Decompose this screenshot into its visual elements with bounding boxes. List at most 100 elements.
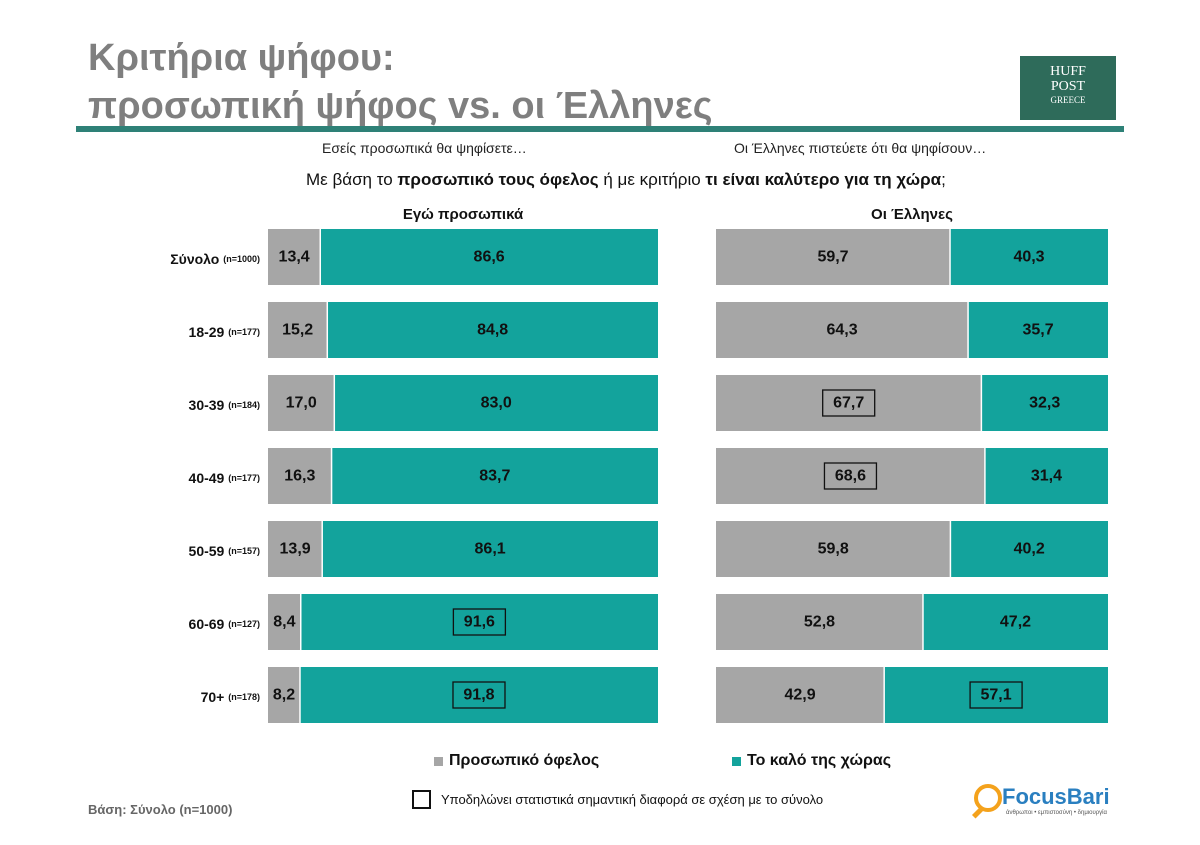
left-bar-personal <box>268 667 300 723</box>
question-part-2: ή με κριτήριο <box>598 170 706 189</box>
left-bar-personal <box>268 375 335 431</box>
page-title: Κριτήρια ψήφου: προσωπική ψήφος vs. οι Έ… <box>88 34 713 130</box>
left-label-country: 83,0 <box>481 395 512 412</box>
left-label-personal: 13,4 <box>279 249 310 266</box>
right-label-personal: 59,8 <box>818 541 849 558</box>
right-label-country: 40,3 <box>1013 249 1044 266</box>
right-bar-country <box>984 448 1108 504</box>
legend-label-personal: Προσωπικό όφελος <box>449 752 600 769</box>
right-bar-country <box>968 302 1108 358</box>
significance-box-icon <box>412 790 431 809</box>
logo-line-1: HUFF <box>1050 64 1086 79</box>
logo-line-2: POST <box>1050 79 1086 94</box>
magnifier-handle-icon <box>971 806 985 819</box>
legend-swatch-personal <box>434 756 443 766</box>
right-bar-country <box>950 521 1108 577</box>
significance-note-text: Υποδηλώνει στατιστικά σημαντική διαφορά … <box>441 792 824 807</box>
title-line-1: Κριτήρια ψήφου: <box>88 37 395 79</box>
focusbari-tagline: άνθρωποι • εμπιστοσύνη • δημιουργία <box>1006 810 1107 816</box>
left-bar-country <box>299 667 658 723</box>
category-label: 40-49 (n=177) <box>189 470 260 486</box>
right-subtitle: Οι Έλληνες πιστεύετε ότι θα ψηφίσουν… <box>734 140 987 156</box>
huffpost-logo: HUFF POST GREECE <box>1020 56 1116 120</box>
category-label: 50-59 (n=157) <box>189 543 260 559</box>
left-bar-country <box>320 229 658 285</box>
legend-label-country: Το καλό της χώρας <box>747 752 892 769</box>
left-label-country: 91,6 <box>464 614 495 631</box>
right-bar-personal <box>716 594 923 650</box>
right-label-country: 32,3 <box>1029 395 1060 412</box>
left-bar-personal <box>268 302 328 358</box>
right-bar-personal <box>716 667 885 723</box>
magnifier-icon <box>974 784 1002 812</box>
right-label-country-significance-box <box>969 681 1023 709</box>
right-label-country: 31,4 <box>1031 468 1062 485</box>
category-label: 18-29 (n=177) <box>189 324 260 340</box>
left-label-personal: 15,2 <box>282 322 313 339</box>
question-bold-2: τι είναι καλύτερο για τη χώρα <box>705 170 942 189</box>
left-label-country: 86,1 <box>475 541 506 558</box>
legend-item-personal: Προσωπικό όφελος <box>434 752 599 770</box>
question-text: Με βάση το προσωπικό τους όφελος ή με κρ… <box>306 170 946 190</box>
right-bar-personal <box>716 302 969 358</box>
right-bar-personal <box>716 229 951 285</box>
right-label-personal: 67,7 <box>833 395 864 412</box>
focusbari-logo: FocusBari άνθρωποι • εμπιστοσύνη • δημιο… <box>971 780 1122 820</box>
right-label-personal: 59,7 <box>817 249 848 266</box>
left-label-personal: 16,3 <box>284 468 315 485</box>
right-bar-personal <box>716 375 982 431</box>
left-subtitle: Εσείς προσωπικά θα ψηφίσετε… <box>322 140 527 156</box>
right-bar-country <box>981 375 1108 431</box>
logo-line-3: GREECE <box>1050 95 1086 105</box>
left-label-personal: 8,4 <box>273 614 295 631</box>
left-label-country: 86,6 <box>474 249 505 266</box>
right-label-personal: 64,3 <box>826 322 857 339</box>
left-label-country: 83,7 <box>479 468 510 485</box>
right-label-personal: 52,8 <box>804 614 835 631</box>
focusbari-name: FocusBari <box>1002 784 1110 809</box>
left-label-country-significance-box <box>452 681 506 709</box>
right-label-personal-significance-box <box>823 462 878 490</box>
significance-note: Υποδηλώνει στατιστικά σημαντική διαφορά … <box>412 790 823 809</box>
right-label-country: 57,1 <box>981 687 1012 704</box>
left-label-personal: 13,9 <box>280 541 311 558</box>
left-label-personal: 17,0 <box>286 395 317 412</box>
right-label-country: 40,2 <box>1014 541 1045 558</box>
category-label: 70+ (n=178) <box>201 689 260 705</box>
question-part-3: ; <box>941 170 946 189</box>
left-bar-country <box>300 594 658 650</box>
category-label: 30-39 (n=184) <box>189 397 260 413</box>
left-label-personal: 8,2 <box>273 687 295 704</box>
right-label-country: 47,2 <box>1000 614 1031 631</box>
left-label-country: 91,8 <box>463 687 494 704</box>
legend-swatch-country <box>732 756 741 766</box>
right-bar-personal <box>716 521 951 577</box>
left-bar-personal <box>268 229 321 285</box>
right-label-personal: 42,9 <box>785 687 816 704</box>
right-label-country: 35,7 <box>1022 322 1053 339</box>
right-label-personal-significance-box <box>822 389 876 417</box>
left-label-country: 84,8 <box>477 322 508 339</box>
right-bar-country <box>922 594 1108 650</box>
left-bar-country <box>322 521 658 577</box>
left-bar-personal <box>268 521 323 577</box>
title-divider <box>76 126 1124 132</box>
question-bold-1: προσωπικό τους όφελος <box>397 170 599 189</box>
right-bar-personal <box>716 448 985 504</box>
left-bar-personal <box>268 594 301 650</box>
title-line-2: προσωπική ψήφος vs. οι Έλληνες <box>88 85 713 127</box>
category-label: Σύνολο (n=1000) <box>170 251 260 267</box>
right-bar-country <box>884 667 1108 723</box>
left-bar-personal <box>268 448 332 504</box>
left-bar-country <box>334 375 658 431</box>
left-label-country-significance-box <box>452 608 507 636</box>
left-bar-country <box>327 302 658 358</box>
left-bar-country <box>331 448 658 504</box>
category-label: 60-69 (n=127) <box>189 616 260 632</box>
panel-title-right: Οι Έλληνες <box>871 206 953 223</box>
right-label-personal: 68,6 <box>835 468 866 485</box>
right-bar-country <box>950 229 1108 285</box>
panel-title-left: Εγώ προσωπικά <box>402 206 524 223</box>
legend-item-country: Το καλό της χώρας <box>732 752 891 770</box>
